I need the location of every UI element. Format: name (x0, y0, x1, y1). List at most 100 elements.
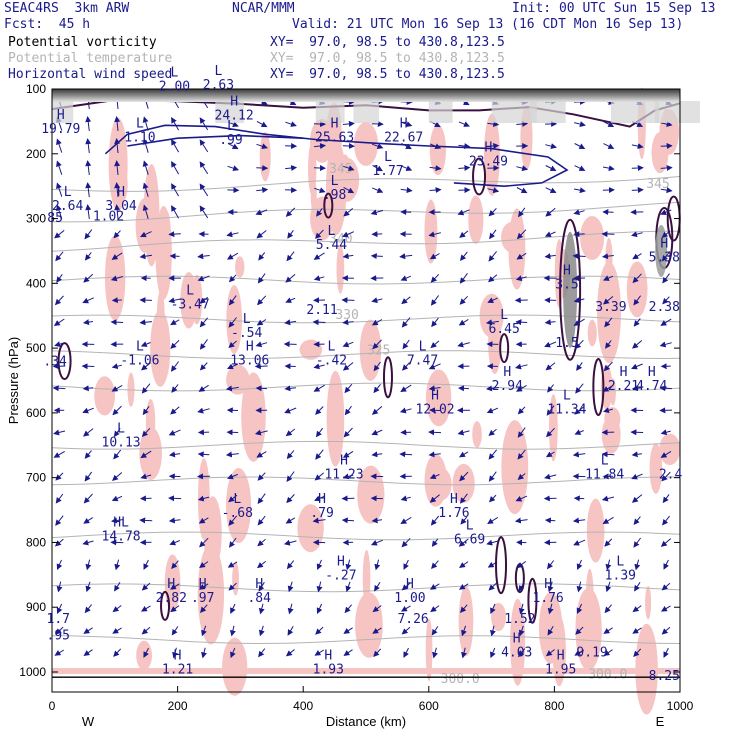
wind-arrow (287, 603, 294, 615)
wind-arrow (201, 625, 207, 637)
wind-arrow (198, 384, 209, 392)
wind-arrow (143, 647, 149, 658)
wind-arrow (459, 251, 468, 261)
wind-arrow (112, 627, 122, 634)
wind-arrow (314, 472, 325, 481)
wind-arrow (142, 204, 149, 219)
wind-arrow (285, 187, 298, 194)
wind-arrow (53, 318, 65, 326)
wind-arrow (114, 160, 121, 176)
wind-arrow (256, 120, 268, 128)
wind-arrow (486, 385, 499, 392)
wind-arrow (81, 363, 95, 370)
wind-arrow (170, 339, 180, 349)
pv-shade-blob (191, 274, 203, 325)
extremum-marker: H (660, 236, 668, 251)
wind-arrow (370, 539, 383, 546)
extremum-value: .95 (47, 629, 70, 644)
extremum-value: 10.13 (102, 436, 141, 451)
pv-shade-blob (587, 319, 597, 347)
wind-arrow (488, 471, 497, 482)
wind-arrow (662, 494, 670, 504)
wind-arrow (661, 626, 671, 635)
plot-frame (51, 88, 700, 693)
wind-arrow (518, 581, 525, 592)
pv-shade-blob (52, 668, 680, 674)
wind-arrow (632, 273, 642, 284)
pv-contour (499, 333, 510, 364)
extremum-marker: H (246, 339, 254, 354)
wind-arrow (197, 495, 210, 502)
extremum-value: 7.26 (397, 612, 428, 627)
extremum-marker: L (328, 224, 336, 239)
wind-arrow (55, 472, 64, 481)
wind-arrow (488, 208, 497, 217)
wind-arrow (112, 472, 123, 481)
wind-arrow (459, 273, 468, 284)
wind-arrow (315, 406, 324, 415)
upper-shading-patch (610, 101, 660, 123)
wind-arrow (428, 363, 441, 370)
extremum-value: 2.94 (492, 379, 523, 394)
wind-arrow (572, 451, 586, 458)
wind-arrow (431, 560, 439, 569)
wind-arrow (603, 627, 613, 634)
wind-arrow (544, 253, 556, 260)
wind-arrow (343, 627, 353, 634)
extremum-value: 6.45 (489, 322, 520, 337)
wind-arrow (199, 362, 208, 371)
wind-arrow (254, 429, 268, 436)
wind-arrow (631, 143, 644, 150)
init-time: Init: 00 UTC Sun 15 Sep 13 (512, 1, 716, 16)
extremum-marker: H (620, 365, 628, 380)
wind-arrow (228, 515, 238, 526)
wind-arrow (285, 428, 296, 437)
wind-arrow (401, 582, 411, 591)
wind-arrow (170, 361, 180, 372)
extremum-value: .34 (43, 355, 67, 370)
wind-arrow (515, 275, 527, 282)
wind-arrow (170, 406, 180, 415)
wind-arrow (199, 117, 209, 131)
wind-arrow (287, 625, 294, 636)
wind-arrow (400, 384, 412, 393)
wind-arrow (660, 142, 673, 149)
wind-arrow (516, 252, 527, 260)
wind-arrow (286, 560, 295, 570)
pv-shade-blob (626, 261, 648, 318)
wind-arrow (487, 187, 500, 194)
wind-arrow (605, 559, 612, 571)
y-tick-label: 700 (26, 471, 46, 485)
extremum-marker: H (503, 365, 511, 380)
wind-arrow (342, 341, 354, 348)
pv-shade-blob (94, 376, 116, 416)
wind-arrow (199, 296, 209, 304)
wind-arrow (257, 295, 267, 306)
wind-arrow (372, 187, 384, 194)
wind-arrow (576, 603, 583, 615)
wind-arrow (113, 428, 121, 438)
wind-arrow (428, 385, 441, 392)
extremum-value: 1.02 (93, 209, 124, 224)
wind-arrow (284, 385, 296, 392)
pv-contour (559, 218, 582, 361)
wind-arrow (545, 165, 557, 171)
wind-arrow (517, 473, 526, 480)
wind-arrow (111, 363, 123, 370)
pv-shade-blob (586, 498, 605, 563)
wind-arrow (430, 273, 440, 283)
wind-arrow (172, 647, 178, 659)
wind-arrow (142, 406, 150, 416)
pv-shade-blob (597, 261, 622, 364)
wind-arrow (197, 407, 210, 414)
legend-theta-xy: XY= 97.0, 98.5 to 430.8,123.5 (270, 51, 505, 66)
wind-arrow (429, 253, 440, 260)
wind-arrow (258, 581, 265, 592)
wind-arrow (602, 187, 615, 194)
extremum-value: .79 (310, 506, 333, 521)
pv-shade-blob (452, 463, 475, 503)
extremum-value: 5.38 (649, 250, 680, 265)
wind-arrow (142, 116, 149, 131)
extremum-value: 2.11 (306, 303, 337, 318)
wind-arrow (516, 120, 529, 127)
